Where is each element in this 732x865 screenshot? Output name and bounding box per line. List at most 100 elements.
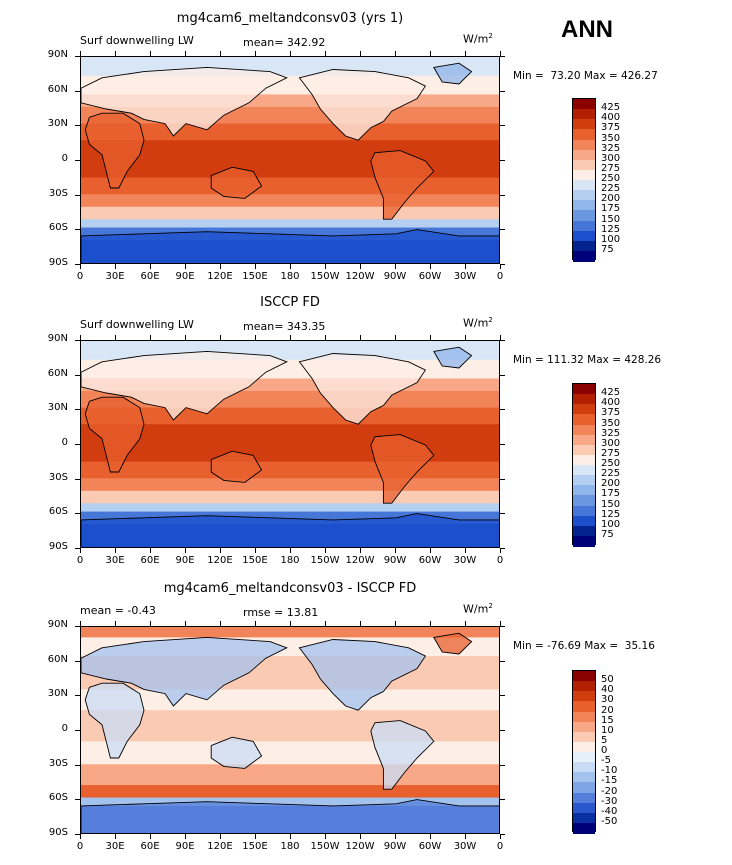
colorbar-label: 225 xyxy=(601,468,621,480)
colorbar-label: 100 xyxy=(601,233,621,245)
lat-tick xyxy=(75,695,80,697)
lon-tick-label: 180 xyxy=(280,841,300,852)
lon-tick xyxy=(80,548,81,553)
lon-tick-label: 120W xyxy=(345,555,375,566)
units-text: W/m xyxy=(463,32,489,46)
lon-tick xyxy=(325,264,326,269)
lon-tick-label: 150W xyxy=(310,841,340,852)
colorbar-swatch xyxy=(573,99,595,110)
colorbar-label: 250 xyxy=(601,458,621,469)
lon-tick-top xyxy=(220,621,221,626)
colorbar-label: 10 xyxy=(601,724,614,736)
field-band xyxy=(81,710,499,743)
lat-tick-right xyxy=(500,264,505,265)
lon-tick-label: 150W xyxy=(310,271,340,282)
continent-australia xyxy=(210,166,263,199)
panel-minmax: Min = -76.69 Max = 35.16 xyxy=(513,640,655,652)
colorbar-label: 150 xyxy=(601,213,621,225)
lon-tick-label: 30W xyxy=(453,271,477,282)
lon-tick-top xyxy=(220,335,221,340)
colorbar-label: 0 xyxy=(601,745,608,756)
lat-tick-label: 30S xyxy=(48,757,68,769)
field-band xyxy=(81,194,499,208)
lat-tick-right xyxy=(500,660,505,662)
lat-tick xyxy=(75,799,80,801)
lat-tick-label: 60N xyxy=(47,653,68,665)
lon-tick xyxy=(325,548,326,553)
continent-north-america xyxy=(298,69,427,141)
lon-tick xyxy=(500,548,501,553)
panel-left-label: mean = -0.43 xyxy=(80,604,156,617)
lon-tick-label: 60E xyxy=(140,841,160,852)
lon-tick xyxy=(395,264,396,269)
colorbar-swatch xyxy=(573,434,595,446)
units-superscript: 2 xyxy=(488,32,493,40)
lon-tick-label: 90E xyxy=(175,271,195,282)
field-band xyxy=(81,424,499,463)
lat-tick-label: 60S xyxy=(48,792,68,804)
field-band xyxy=(81,490,499,505)
colorbar-label: 30 xyxy=(601,694,614,706)
colorbar-label: 275 xyxy=(601,162,621,174)
field-band xyxy=(81,478,499,492)
lon-tick xyxy=(465,548,466,553)
lat-tick-right xyxy=(500,730,505,731)
lon-tick xyxy=(500,834,501,839)
lat-tick-right xyxy=(500,695,505,697)
lat-tick-right xyxy=(500,194,505,196)
colorbar-swatch xyxy=(573,691,595,702)
colorbar-label: 325 xyxy=(601,142,621,154)
colorbar-swatch xyxy=(573,169,595,181)
panel-units: W/m2 xyxy=(463,316,493,330)
lon-tick xyxy=(255,548,256,553)
lon-tick xyxy=(185,548,186,553)
lon-tick-top xyxy=(255,335,256,340)
lat-tick-right xyxy=(500,764,505,766)
lon-tick xyxy=(220,548,221,553)
lon-tick xyxy=(360,834,361,839)
lon-tick xyxy=(360,264,361,269)
lat-tick-right xyxy=(500,444,505,445)
lat-tick xyxy=(75,548,80,549)
lat-tick-label: 0 xyxy=(61,723,68,734)
lat-tick-label: 60S xyxy=(48,222,68,234)
colorbar-swatch xyxy=(573,475,595,486)
lat-tick xyxy=(75,513,80,515)
panel-units: W/m2 xyxy=(463,32,493,46)
lon-tick xyxy=(185,834,186,839)
colorbar-swatch xyxy=(573,210,595,221)
lon-tick-top xyxy=(115,335,116,340)
continent-africa xyxy=(84,682,145,759)
lon-tick-top xyxy=(395,335,396,340)
colorbar-label: 300 xyxy=(601,437,621,449)
lon-tick xyxy=(150,548,151,553)
lat-tick-label: 0 xyxy=(61,437,68,448)
lat-tick xyxy=(75,264,80,265)
colorbar-label: 425 xyxy=(601,102,621,114)
lon-tick xyxy=(360,548,361,553)
lon-tick xyxy=(255,834,256,839)
panel-left-label: Surf downwelling LW xyxy=(80,318,194,331)
colorbar-swatch xyxy=(573,762,595,773)
field-band xyxy=(81,219,499,229)
field-band xyxy=(81,461,499,480)
lon-tick xyxy=(290,834,291,839)
colorbar-label: -15 xyxy=(601,775,618,787)
lat-tick-label: 90S xyxy=(48,257,68,268)
colorbar-swatch xyxy=(573,792,595,804)
colorbar-label: 15 xyxy=(601,714,614,726)
colorbar-label: 375 xyxy=(601,407,621,419)
colorbar-swatch xyxy=(573,414,595,425)
lon-tick-top xyxy=(220,51,221,56)
panel-title: mg4cam6_meltandconsv03 (yrs 1) xyxy=(176,11,404,26)
lon-tick-top xyxy=(465,621,466,626)
colorbar-label: 400 xyxy=(601,112,621,124)
lon-tick-label: 90W xyxy=(383,271,407,282)
continent-antarctica xyxy=(81,513,499,547)
lon-tick-top xyxy=(290,51,291,56)
lon-tick-label: 30E xyxy=(105,555,125,566)
lat-tick-right xyxy=(500,160,505,161)
colorbar-swatch xyxy=(573,129,595,140)
lat-tick xyxy=(75,374,80,376)
continent-eurasia xyxy=(81,350,288,421)
